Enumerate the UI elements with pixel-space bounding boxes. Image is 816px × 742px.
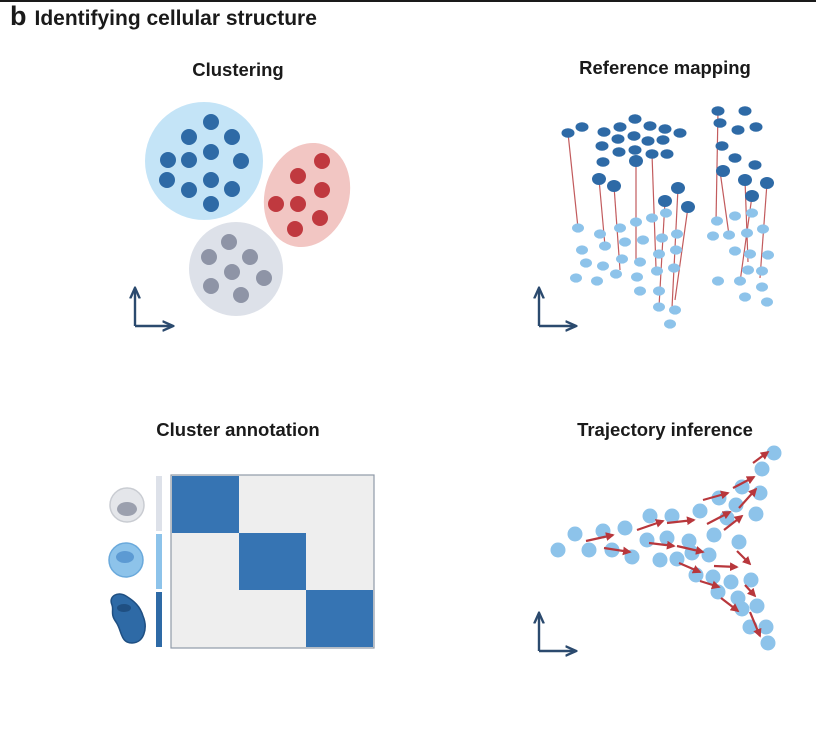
red-cluster-dots bbox=[268, 153, 330, 237]
heatmap-block-2 bbox=[239, 533, 306, 590]
annotation-bar-light-blue bbox=[156, 534, 162, 589]
trajectory-inference-diagram bbox=[550, 445, 782, 651]
gray-cluster-dots bbox=[201, 234, 272, 303]
figure-header: b Identifying cellular structure bbox=[10, 1, 317, 34]
trajectory-dots bbox=[550, 445, 782, 651]
clustering-title: Clustering bbox=[192, 59, 284, 80]
axes-icon-reference-mapping bbox=[539, 289, 575, 326]
section-title: Identifying cellular structure bbox=[34, 7, 317, 30]
trajectory-arrows bbox=[585, 450, 770, 638]
reference-mapping-title: Reference mapping bbox=[579, 57, 751, 78]
gray-cell-icon bbox=[109, 487, 145, 523]
heatmap-block-1 bbox=[172, 476, 239, 533]
blue-cluster-dots bbox=[159, 114, 249, 212]
panel-letter: b bbox=[10, 1, 27, 31]
cluster-annotation-title: Cluster annotation bbox=[156, 419, 320, 440]
axes-icon-trajectory bbox=[539, 614, 575, 651]
query-dots bbox=[570, 208, 774, 329]
cluster-annotation-diagram bbox=[108, 474, 375, 649]
reference-dots bbox=[561, 106, 774, 213]
top-rule bbox=[0, 0, 816, 2]
clustering-diagram bbox=[145, 102, 351, 316]
dark-blue-cell-icon bbox=[110, 593, 146, 644]
annotation-bar-dark-blue bbox=[156, 592, 162, 647]
red-cluster-region bbox=[263, 142, 351, 248]
axes-icon-clustering bbox=[135, 289, 172, 326]
light-blue-cell-icon bbox=[108, 542, 144, 578]
heatmap-block-3 bbox=[306, 590, 373, 647]
annotation-bar-gray bbox=[156, 476, 162, 531]
trajectory-inference-title: Trajectory inference bbox=[577, 419, 753, 440]
reference-mapping-diagram bbox=[561, 106, 774, 329]
